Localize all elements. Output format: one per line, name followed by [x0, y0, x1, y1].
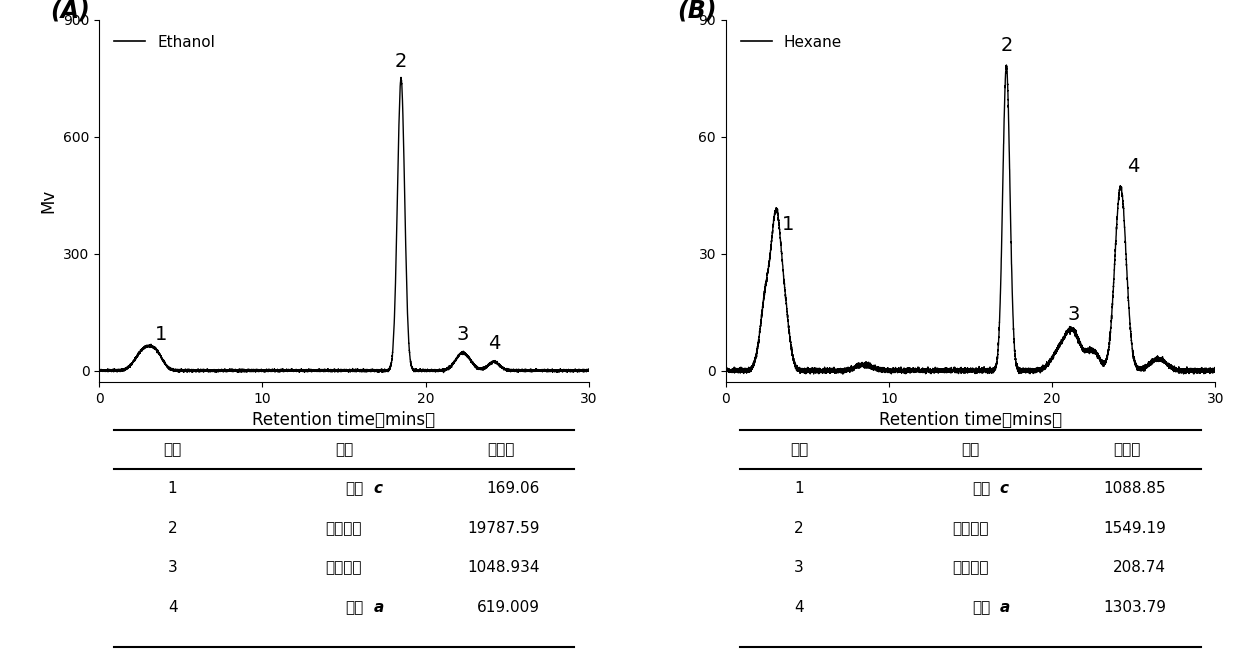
Text: 岩藻赏质: 岩藻赏质 — [952, 521, 988, 536]
Text: 序号: 序号 — [164, 442, 182, 457]
Text: 4: 4 — [795, 600, 804, 615]
Text: 峰面积: 峰面积 — [1114, 442, 1141, 457]
Text: 4: 4 — [1127, 157, 1140, 176]
Text: 4: 4 — [167, 600, 177, 615]
Text: 3: 3 — [456, 325, 469, 344]
Text: 619.009: 619.009 — [476, 600, 539, 615]
Legend: Hexane: Hexane — [733, 27, 849, 58]
Text: 岩藻赏质: 岩藻赏质 — [326, 521, 362, 536]
Text: 2: 2 — [795, 521, 804, 536]
Text: 硫藻赏质: 硫藻赏质 — [952, 561, 988, 575]
Text: 169.06: 169.06 — [486, 481, 539, 497]
Text: 1: 1 — [167, 481, 177, 497]
Text: 1048.934: 1048.934 — [467, 561, 539, 575]
Text: 峰面积: 峰面积 — [487, 442, 515, 457]
Legend: Ethanol: Ethanol — [107, 27, 223, 58]
Text: (A): (A) — [51, 0, 91, 22]
Text: 2: 2 — [1001, 36, 1013, 55]
Text: 3: 3 — [167, 561, 177, 575]
Text: 2: 2 — [167, 521, 177, 536]
Text: 1549.19: 1549.19 — [1104, 521, 1167, 536]
Text: 3: 3 — [795, 561, 804, 575]
X-axis label: Retention time（mins）: Retention time（mins） — [879, 412, 1061, 430]
Text: 叶绿: 叶绿 — [345, 481, 363, 497]
Text: 序号: 序号 — [790, 442, 808, 457]
Text: 19787.59: 19787.59 — [467, 521, 539, 536]
Text: 1: 1 — [155, 325, 167, 344]
Text: 叶绿: 叶绿 — [972, 600, 990, 615]
Text: 叶绿: 叶绿 — [345, 600, 363, 615]
Text: 1088.85: 1088.85 — [1104, 481, 1167, 497]
Text: 1303.79: 1303.79 — [1104, 600, 1167, 615]
Text: a: a — [999, 600, 1011, 615]
Text: c: c — [999, 481, 1009, 497]
Text: 1: 1 — [781, 215, 794, 234]
Text: 2: 2 — [394, 52, 407, 70]
X-axis label: Retention time（mins）: Retention time（mins） — [253, 412, 435, 430]
Text: 3: 3 — [1068, 305, 1080, 324]
Text: 名称: 名称 — [335, 442, 353, 457]
Text: 叶绿: 叶绿 — [972, 481, 990, 497]
Text: 1: 1 — [795, 481, 804, 497]
Text: (B): (B) — [677, 0, 717, 22]
Text: 4: 4 — [487, 334, 500, 353]
Text: 名称: 名称 — [961, 442, 980, 457]
Y-axis label: Mv: Mv — [40, 189, 57, 213]
Text: 硫藻赏质: 硫藻赏质 — [326, 561, 362, 575]
Text: a: a — [373, 600, 383, 615]
Text: c: c — [373, 481, 382, 497]
Text: 208.74: 208.74 — [1114, 561, 1167, 575]
